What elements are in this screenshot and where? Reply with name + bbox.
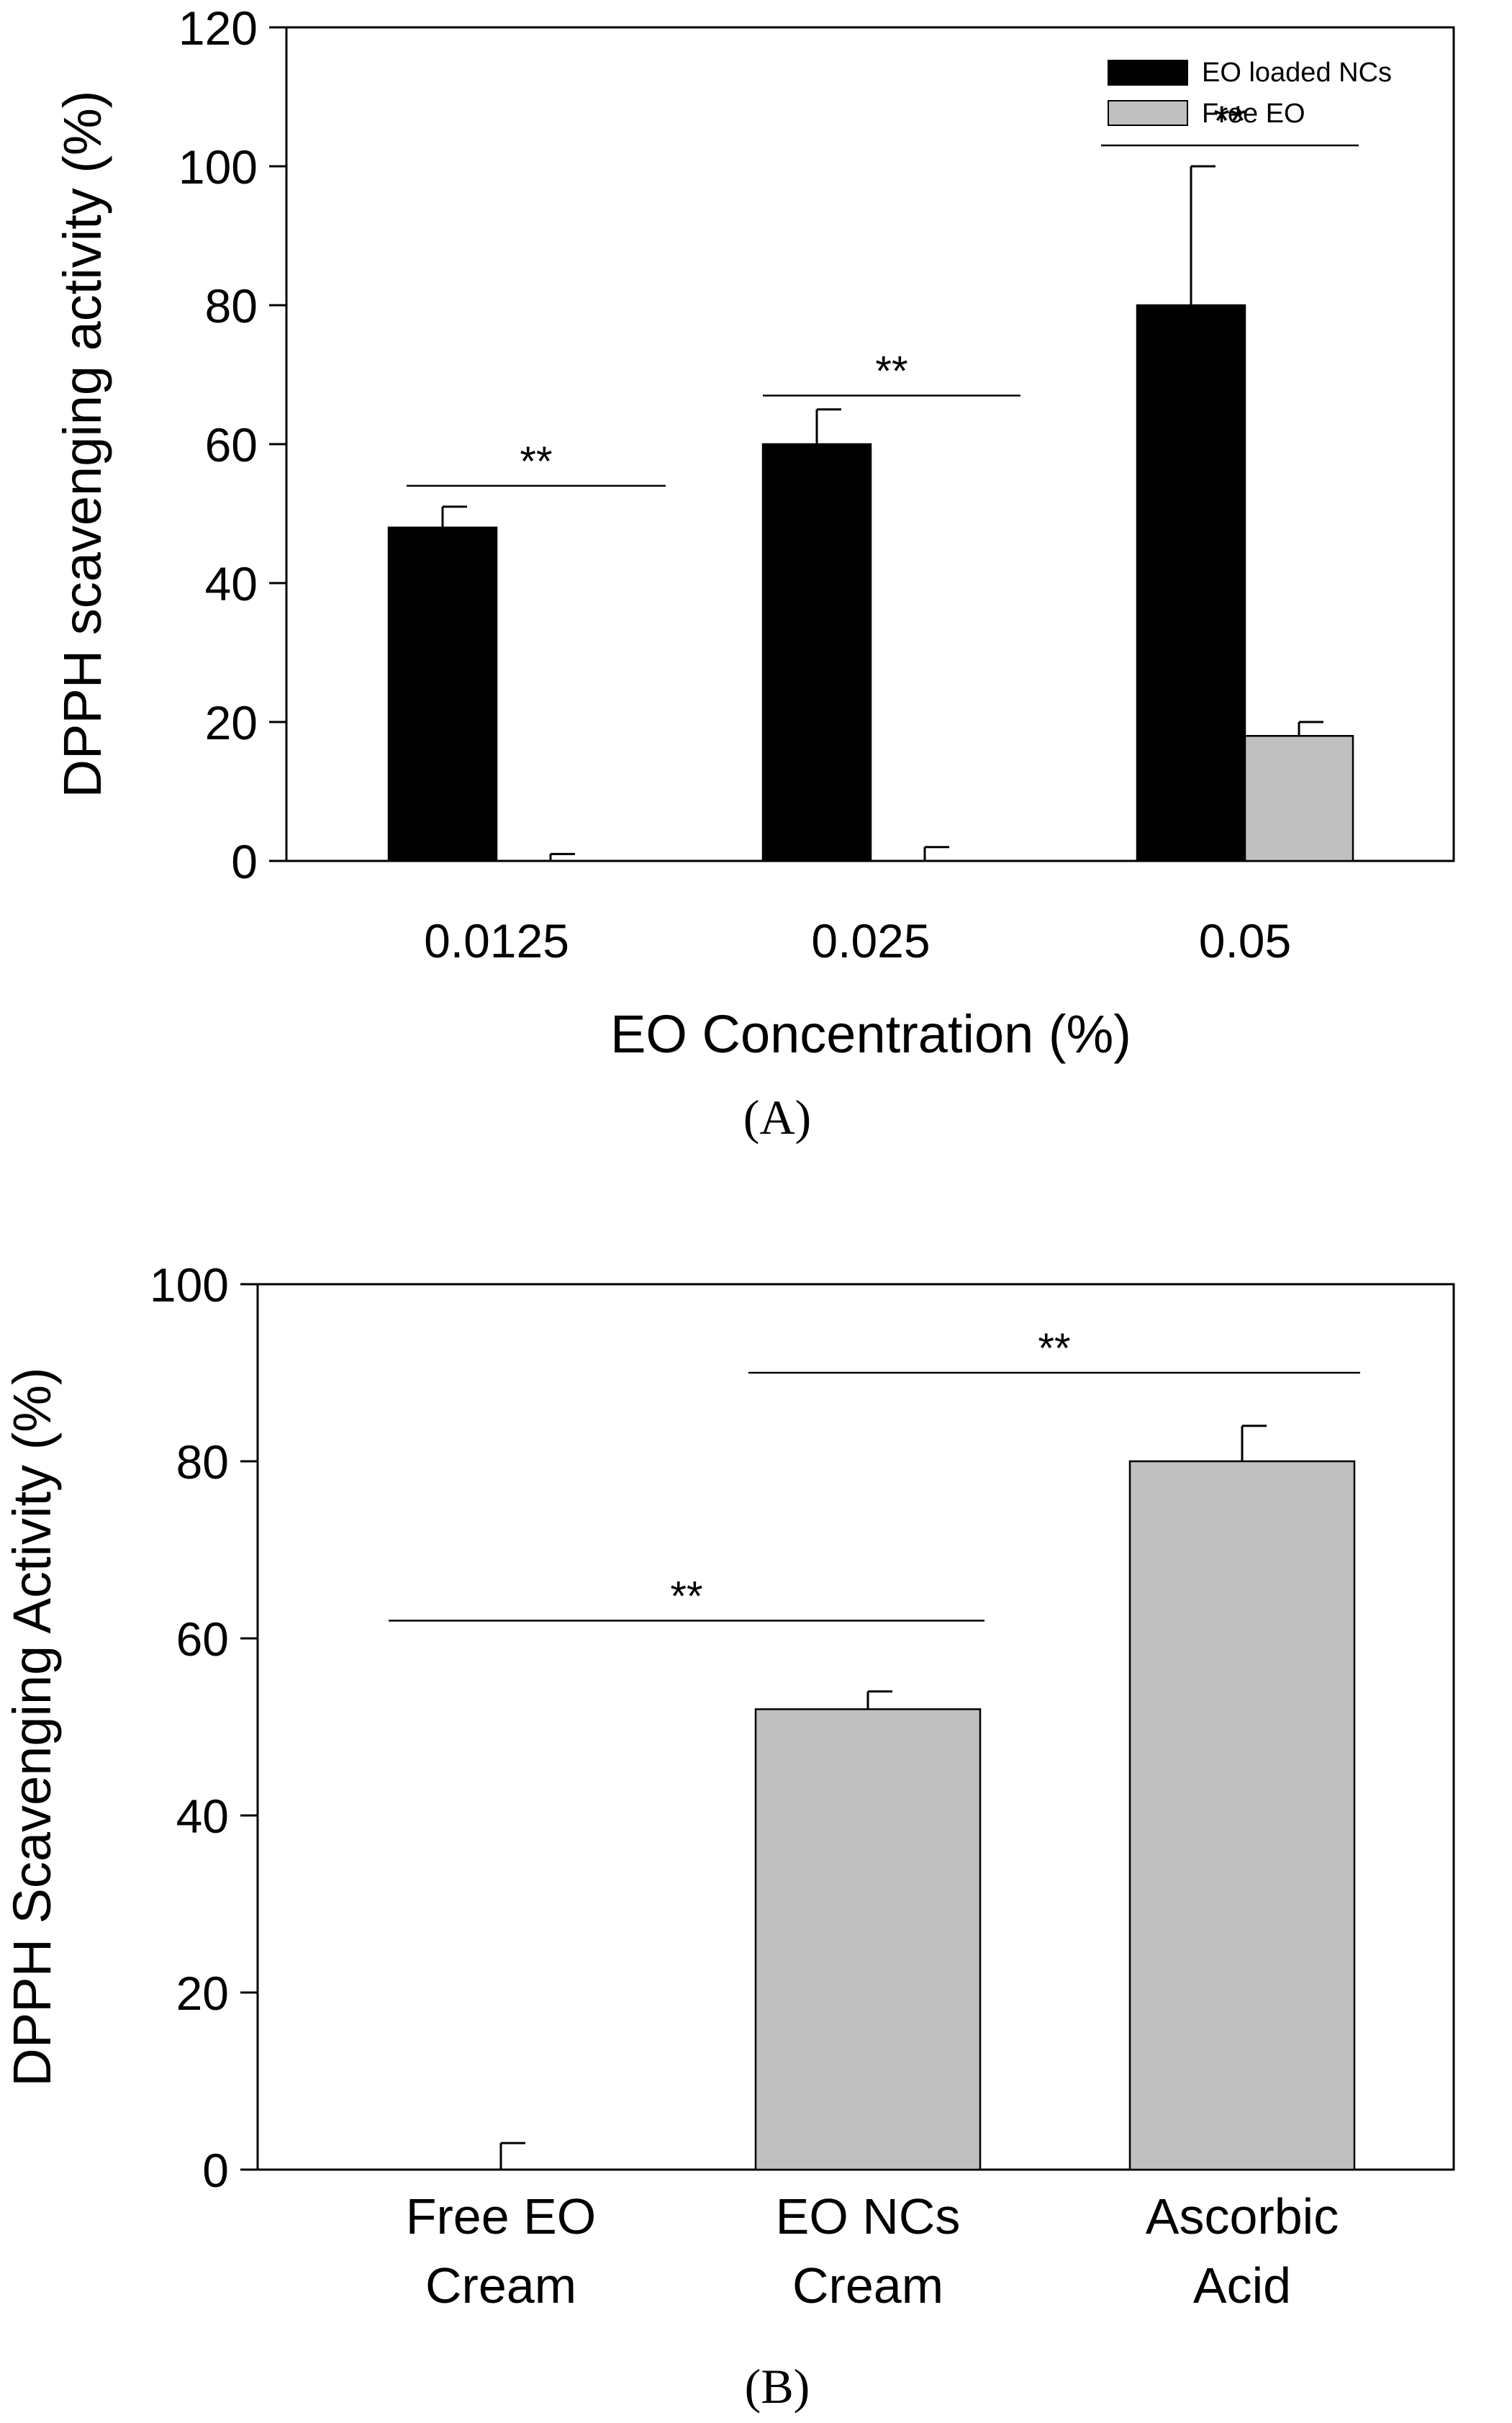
legend-a: EO loaded NCs Free EO: [1108, 58, 1392, 129]
y-axis-a: 0 20 40 60 80 100 120: [178, 1, 286, 888]
panel-label-a: (A): [743, 1090, 811, 1145]
significance-label-2: **: [1038, 1325, 1070, 1372]
y-tick-label-80: 80: [176, 1435, 229, 1489]
x-tick-label-free-eo-cream-line-1: Free EO: [406, 2188, 597, 2244]
significance-label-1: **: [520, 438, 552, 485]
bar-eo-loaded-ncs-0-025: [761, 443, 872, 862]
significance-label-2: **: [875, 348, 907, 394]
x-tick-label-eo-ncs-cream-line-2: Cream: [792, 2257, 943, 2314]
x-tick-label-0-0125: 0.0125: [424, 914, 569, 967]
bars-a: [387, 304, 1354, 862]
chart-panel-b: 0 20 40 60 80 100 ** ** Free EO Cream EO NCs Crea…: [2, 1258, 1455, 2414]
bar-dpph-scavenging-activity-eo-ncs-cream: [754, 1708, 982, 2171]
x-tick-label-free-eo-cream-line-2: Cream: [425, 2257, 576, 2314]
y-axis-b: 0 20 40 60 80 100: [150, 1258, 258, 2197]
chart-panel-a: 0 20 40 60 80 100 120 ** ** ** 0.0125 0.025 0.05 E…: [53, 1, 1455, 1145]
y-tick-label-20: 20: [176, 1967, 229, 2020]
y-tick-label-60: 60: [176, 1612, 229, 1666]
x-axis-label-a: EO Concentration (%): [610, 1004, 1131, 1064]
significance-markers-b: ** **: [389, 1325, 1360, 1622]
y-tick-label-60: 60: [205, 418, 258, 471]
legend-label-eo-loaded-ncs: EO loaded NCs: [1202, 58, 1392, 88]
bar-free-eo-0-05: [1244, 735, 1354, 862]
panel-label-b: (B): [745, 2359, 810, 2414]
y-tick-label-0: 0: [231, 835, 258, 888]
x-tick-labels-a: 0.0125 0.025 0.05: [424, 914, 1291, 967]
x-tick-label-0-025: 0.025: [811, 914, 930, 967]
y-tick-label-0: 0: [202, 2144, 229, 2197]
legend-label-free-eo: Free EO: [1202, 99, 1305, 129]
significance-label-3: **: [1213, 98, 1246, 145]
significance-markers-a: ** ** **: [407, 98, 1359, 487]
y-tick-label-20: 20: [205, 696, 258, 749]
x-tick-label-ascorbic-acid-line-2: Acid: [1193, 2257, 1291, 2314]
x-tick-label-0-05: 0.05: [1199, 914, 1291, 967]
legend-swatch-free-eo: [1108, 100, 1188, 126]
bar-eo-loaded-ncs-0-0125: [387, 526, 498, 862]
y-tick-label-40: 40: [176, 1790, 229, 1843]
y-axis-label-a: DPPH scavenging activity (%): [53, 91, 112, 798]
x-tick-label-ascorbic-acid-line-1: Ascorbic: [1146, 2188, 1339, 2244]
x-tick-label-eo-ncs-cream-line-1: EO NCs: [776, 2188, 961, 2244]
bar-dpph-scavenging-activity-ascorbic-acid: [1128, 1460, 1356, 2171]
y-tick-label-80: 80: [205, 279, 258, 333]
significance-label-1: **: [670, 1573, 702, 1620]
error-bars-b: [499, 1425, 1267, 2170]
y-tick-label-100: 100: [178, 140, 258, 194]
y-tick-label-120: 120: [178, 1, 258, 55]
y-axis-label-b: DPPH Scavenging Activity (%): [2, 1367, 62, 2086]
bars-b: [754, 1460, 1356, 2171]
y-tick-label-100: 100: [150, 1258, 229, 1312]
bar-eo-loaded-ncs-0-05: [1136, 304, 1246, 862]
error-bars-a: [441, 165, 1323, 861]
x-tick-labels-b: Free EO Cream EO NCs Cream Ascorbic Acid: [406, 2188, 1339, 2314]
legend-swatch-eo-loaded-ncs: [1108, 60, 1188, 86]
y-tick-label-40: 40: [205, 557, 258, 610]
